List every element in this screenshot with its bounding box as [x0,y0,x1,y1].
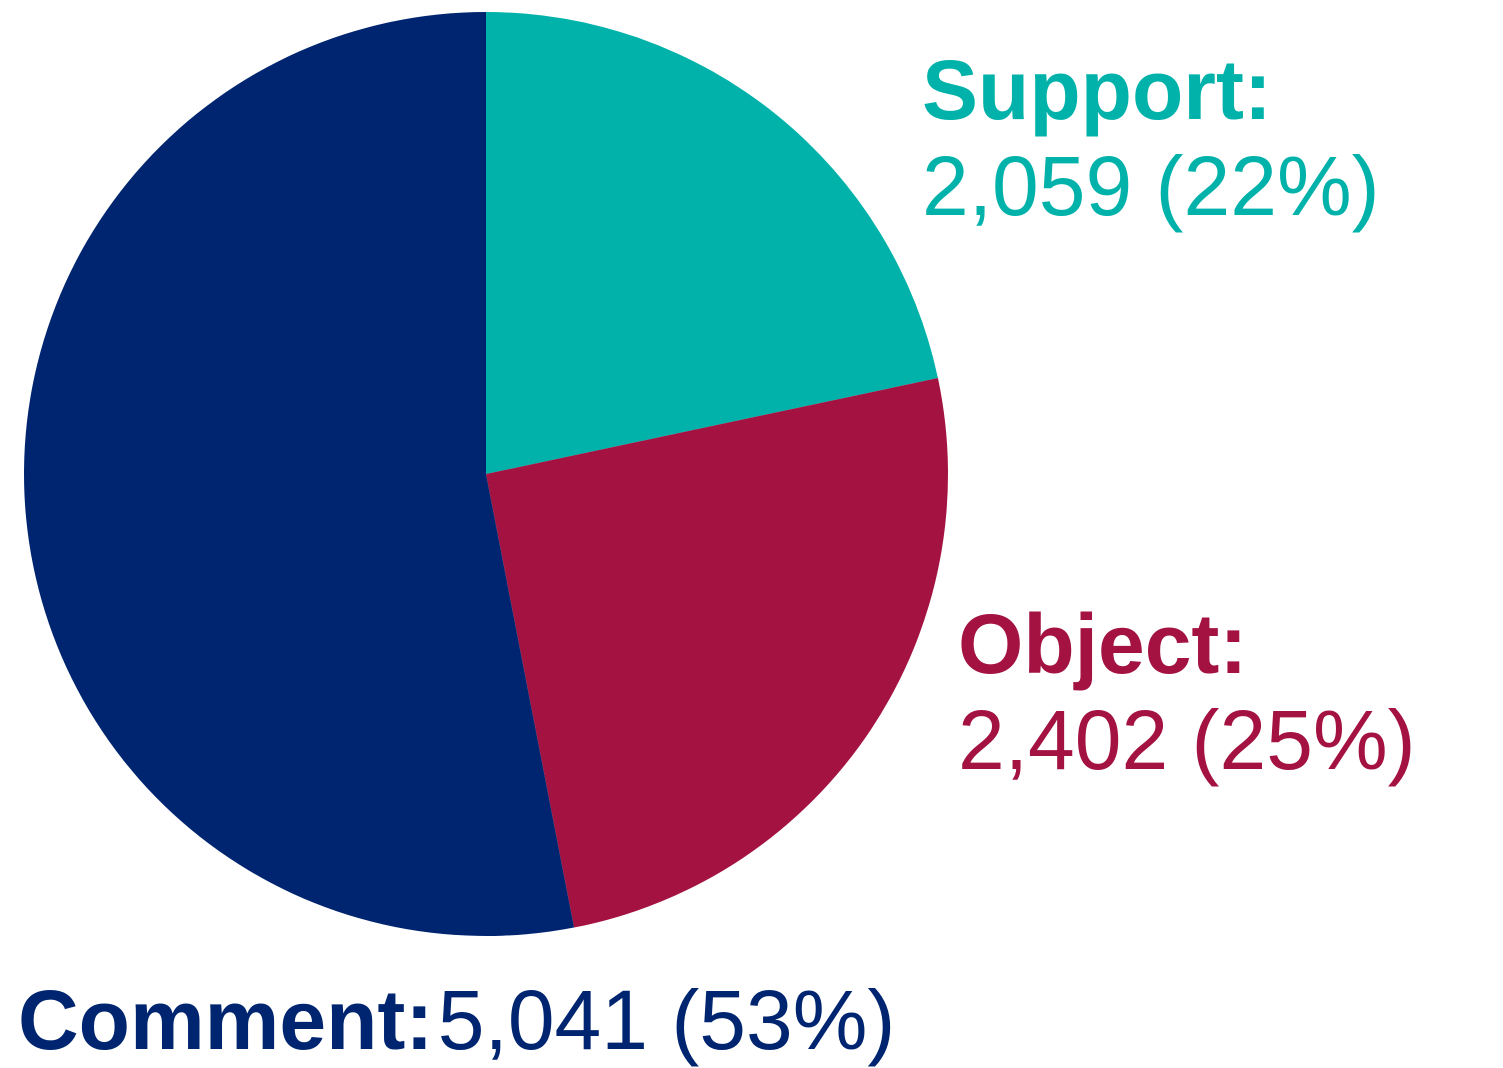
label-support-value: 2,059 (22%) [922,139,1380,233]
label-comment-name: Comment: [18,973,434,1067]
label-object-value: 2,402 (25%) [958,693,1416,787]
pie-slice-object [486,378,948,928]
pie-slice-support [486,12,938,474]
label-comment-value: 5,041 (53%) [437,973,896,1067]
label-support-name: Support: [922,43,1272,137]
label-comment: Comment: 5,041 (53%) [18,978,895,1062]
label-support: Support: 2,059 (22%) [922,48,1380,228]
label-object: Object: 2,402 (25%) [958,602,1416,782]
pie-slice-comment [24,12,575,936]
label-object-name: Object: [958,597,1248,691]
